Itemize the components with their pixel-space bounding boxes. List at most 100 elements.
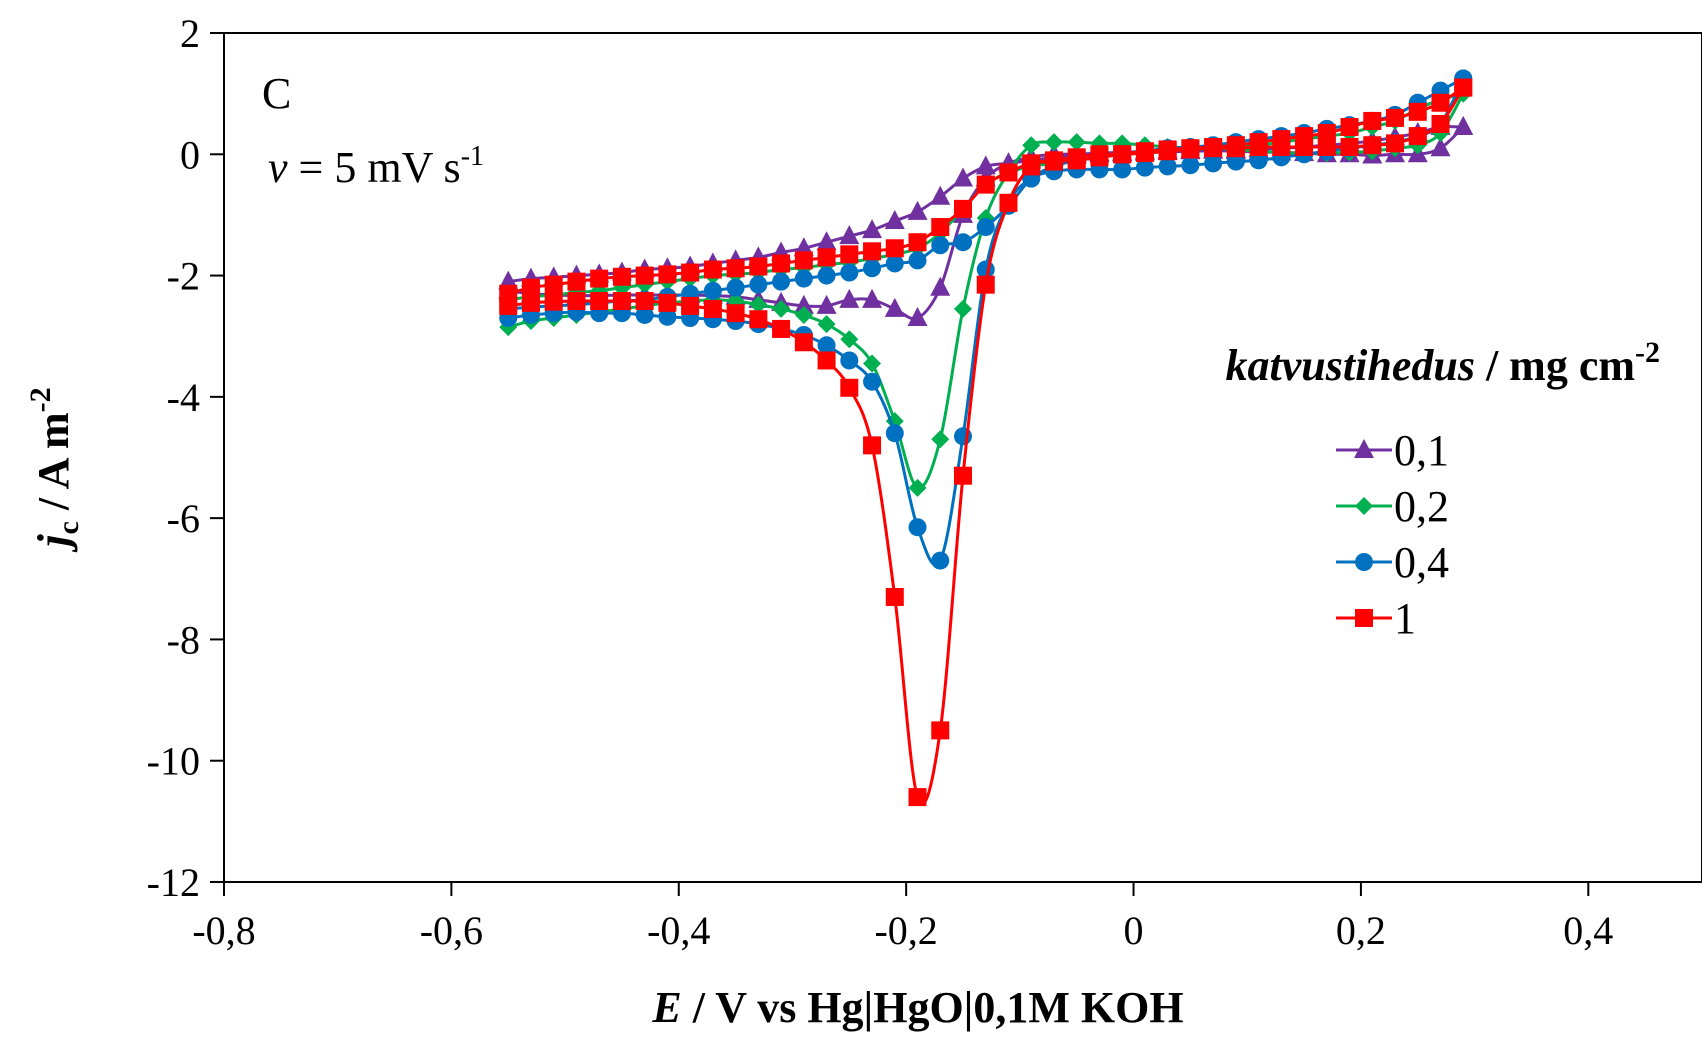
- data-point: [1340, 138, 1359, 157]
- data-point: [885, 254, 904, 273]
- data-point: [544, 275, 563, 294]
- data-point: [1044, 151, 1063, 170]
- data-point: [884, 209, 905, 229]
- data-point: [817, 351, 836, 370]
- data-point: [772, 319, 791, 338]
- data-point: [1158, 157, 1177, 176]
- data-point: [726, 259, 745, 278]
- x-tick-label: -0,8: [192, 908, 255, 953]
- data-point: [658, 307, 677, 326]
- data-point: [681, 296, 700, 315]
- data-point: [817, 266, 836, 285]
- data-point: [1135, 158, 1154, 177]
- data-point: [817, 248, 836, 267]
- data-point: [1295, 138, 1314, 157]
- data-point: [976, 218, 995, 237]
- data-point: [907, 200, 928, 220]
- y-axis-title: jc / A m-2: [24, 387, 85, 552]
- data-point: [1430, 137, 1451, 157]
- series-4: [499, 78, 1473, 807]
- data-point: [1181, 140, 1200, 159]
- data-point: [749, 257, 768, 276]
- y-axis-sub: c: [52, 521, 85, 534]
- x-tick-label: -0,2: [874, 908, 937, 953]
- x-axis-symbol: E: [651, 983, 681, 1032]
- data-point: [1317, 124, 1336, 143]
- data-point: [703, 299, 722, 318]
- data-point: [658, 293, 677, 312]
- legend: 0,1 0,2 0,4 1: [1336, 426, 1449, 643]
- legend-marker: [1355, 553, 1373, 571]
- legend-item: 0,2: [1336, 482, 1449, 531]
- data-point: [681, 263, 700, 282]
- panel-label: C: [262, 69, 291, 118]
- data-point: [612, 267, 631, 286]
- data-point: [794, 269, 813, 288]
- legend-title: katvustihedus / mg cm-2: [1226, 336, 1660, 390]
- data-point: [817, 315, 836, 334]
- x-axis-title: E / V vs Hg|HgO|0,1M KOH: [651, 983, 1183, 1032]
- data-point: [976, 275, 995, 294]
- y-tick-label: -2: [167, 254, 200, 299]
- data-point: [499, 296, 518, 315]
- data-point: [839, 225, 860, 245]
- data-point: [635, 305, 654, 324]
- data-point: [1408, 102, 1427, 121]
- data-point: [1022, 157, 1041, 176]
- data-point: [863, 242, 882, 261]
- data-point: [954, 466, 972, 485]
- data-point: [931, 218, 950, 237]
- data-point: [863, 259, 882, 278]
- data-point: [521, 278, 540, 297]
- data-point: [567, 292, 586, 311]
- data-point: [1363, 136, 1382, 155]
- data-point: [794, 251, 813, 270]
- legend-title-sup: -2: [1635, 336, 1660, 369]
- data-point: [954, 427, 972, 446]
- y-tick-label: -10: [147, 739, 200, 784]
- data-point: [999, 193, 1018, 212]
- plot-frame: [223, 32, 1702, 883]
- data-point: [1067, 133, 1086, 152]
- data-point: [772, 299, 791, 318]
- data-point: [1431, 114, 1450, 133]
- data-point: [749, 295, 768, 314]
- data-point: [1044, 133, 1063, 152]
- x-tick-label: 0,2: [1336, 908, 1386, 953]
- data-point: [908, 478, 927, 497]
- data-point: [862, 219, 883, 239]
- data-point: [544, 292, 563, 311]
- y-tick-label: 2: [180, 11, 200, 56]
- data-point: [931, 721, 950, 740]
- data-point: [793, 294, 814, 314]
- data-point: [840, 378, 859, 397]
- data-point: [840, 245, 859, 264]
- data-point: [817, 336, 836, 355]
- data-point: [1204, 139, 1223, 158]
- y-tick-label: -8: [167, 617, 200, 662]
- scan-rate-sup: -1: [461, 141, 484, 172]
- y-tick-label: 0: [180, 132, 200, 177]
- data-point: [884, 297, 905, 317]
- legend-marker: [1354, 439, 1374, 458]
- y-axis-text: / A m: [29, 412, 78, 521]
- data-point: [908, 233, 927, 252]
- x-tick-label: 0: [1124, 908, 1144, 953]
- x-tick-label: 0,4: [1563, 908, 1613, 953]
- data-point: [975, 155, 996, 175]
- legend-label: 1: [1394, 594, 1416, 643]
- data-point: [908, 788, 927, 807]
- data-point: [1067, 148, 1086, 167]
- data-point: [1453, 115, 1474, 135]
- data-point: [862, 288, 883, 308]
- legend-title-text: / mg cm: [1475, 341, 1635, 390]
- data-point: [703, 281, 722, 300]
- data-point: [931, 430, 950, 449]
- data-point: [863, 354, 882, 373]
- data-point: [816, 231, 837, 251]
- data-point: [885, 424, 904, 443]
- data-point: [749, 275, 768, 294]
- data-point: [726, 304, 745, 323]
- data-point: [863, 372, 882, 391]
